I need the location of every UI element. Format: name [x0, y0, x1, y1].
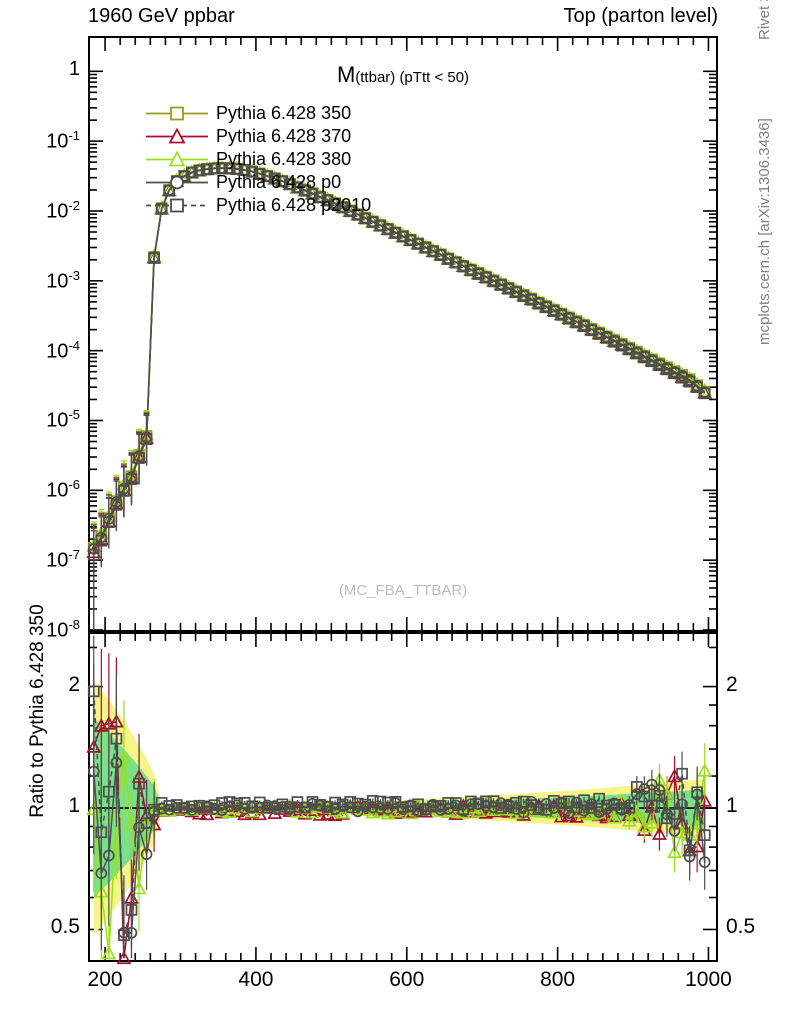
- legend-item[interactable]: Pythia 6.428 p2010: [146, 194, 371, 217]
- header-right-label: Top (parton level): [563, 5, 718, 27]
- ratio-y-tick-label-right: 0.5: [726, 915, 756, 939]
- legend-square-icon: [146, 194, 208, 217]
- legend-item-label: Pythia 6.428 380: [216, 149, 352, 169]
- ratio-y-tick-label-right: 1: [726, 794, 738, 818]
- legend: Pythia 6.428 350 Pythia 6.428 370 Pythia 6…: [146, 102, 371, 217]
- ratio-y-tick-label-left: 2: [68, 672, 80, 696]
- title-observable: M: [336, 62, 356, 87]
- main-plot-panel: [88, 36, 718, 632]
- ratio-plot-panel: [88, 632, 718, 962]
- y-tick-label: 10-1: [46, 128, 80, 153]
- x-tick-label: 1000: [685, 968, 732, 991]
- y-tick-label: 10-4: [46, 337, 80, 363]
- y-tick-label: 10-3: [46, 267, 80, 293]
- x-tick-label: 800: [540, 968, 576, 991]
- legend-item-label: Pythia 6.428 p2010: [216, 195, 372, 215]
- title-qualifier: (ttbar) (pTtt < 50): [355, 69, 470, 86]
- analysis-watermark: (MC_FBA_TTBAR): [338, 582, 468, 599]
- legend-item-label: Pythia 6.428 p0: [216, 172, 342, 192]
- legend-item[interactable]: Pythia 6.428 380: [146, 148, 371, 171]
- ratio-y-tick-label-right: 2: [726, 672, 738, 696]
- x-tick-label: 600: [389, 968, 425, 991]
- mcplots-source-label: mcplots.cern.ch [arXiv:1306.3436]: [756, 118, 773, 345]
- header-left-label: 1960 GeV ppbar: [88, 5, 235, 27]
- y-tick-label: 10-7: [46, 547, 80, 572]
- legend-item-label: Pythia 6.428 370: [216, 126, 352, 146]
- y-tick-label: 10-6: [46, 477, 80, 502]
- ratio-y-tick-label-left: 0.5: [50, 915, 80, 939]
- legend-item-label: Pythia 6.428 350: [216, 103, 352, 123]
- x-tick-label: 400: [238, 968, 274, 991]
- ratio-y-tick-label-left: 1: [68, 794, 80, 818]
- rivet-version-label: Rivet 3.1.10, ≥ 2.6M events: [756, 0, 773, 40]
- y-tick-label: 10-2: [46, 197, 80, 223]
- y-tick-label: 10-5: [46, 407, 80, 433]
- legend-item[interactable]: Pythia 6.428 370: [146, 125, 371, 148]
- legend-triangle-icon: [146, 125, 208, 148]
- legend-item[interactable]: Pythia 6.428 350: [146, 102, 371, 125]
- y-tick-label: 1: [68, 58, 80, 81]
- legend-circle-icon: [146, 171, 208, 194]
- legend-item[interactable]: Pythia 6.428 p0: [146, 171, 371, 194]
- y-tick-label: 10-8: [46, 617, 80, 642]
- page-title: M(ttbar) (pTtt < 50): [88, 62, 718, 88]
- legend-triangle-icon: [146, 148, 208, 171]
- legend-square-icon: [146, 102, 208, 125]
- x-tick-label: 200: [87, 968, 123, 991]
